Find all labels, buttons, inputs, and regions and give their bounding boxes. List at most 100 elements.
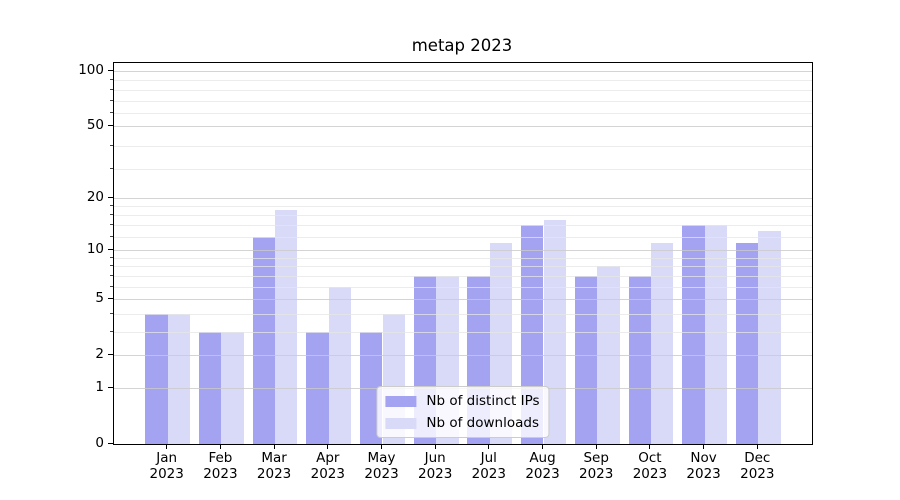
x-tick-mark — [166, 444, 168, 449]
x-tick-label-nov: Nov 2023 — [674, 450, 734, 482]
legend-swatch-downloads — [385, 417, 417, 429]
x-tick-label-mar: Mar 2023 — [244, 450, 304, 482]
x-tick-label-sep: Sep 2023 — [566, 450, 626, 482]
x-tick-month: Jan — [156, 450, 178, 466]
x-tick-label-aug: Aug 2023 — [513, 450, 573, 482]
y-tick-label-10: 10 — [86, 241, 104, 258]
x-tick-month: Feb — [208, 450, 233, 466]
y-tick-label-50: 50 — [86, 117, 104, 134]
gridline-minor — [114, 257, 812, 259]
gridline-minor — [114, 113, 812, 115]
gridline-minor — [114, 206, 812, 207]
gridline-minor — [114, 332, 812, 333]
x-tick-month: Mar — [261, 450, 287, 466]
x-tick-label-dec: Dec 2023 — [727, 450, 787, 482]
x-tick-month: Apr — [316, 450, 340, 466]
legend-item-downloads: Nb of downloads — [385, 415, 539, 431]
gridline-minor — [114, 286, 812, 288]
grid-layer — [114, 63, 812, 444]
x-tick-month: Jun — [424, 450, 446, 466]
gridline-minor — [114, 89, 812, 91]
y-minor-tick-mark — [110, 235, 113, 237]
y-tick-label-0: 0 — [95, 435, 104, 451]
x-tick-mark — [327, 444, 329, 449]
x-tick-mark — [273, 444, 275, 449]
y-tick-mark — [108, 196, 113, 198]
x-tick-label-oct: Oct 2023 — [620, 450, 680, 482]
gridline-major — [114, 197, 812, 199]
bar-downloads-jan — [167, 313, 191, 444]
bar-downloads-apr — [328, 286, 352, 444]
y-minor-tick-mark — [110, 331, 113, 332]
x-tick-mark — [703, 444, 705, 449]
gridline-minor — [114, 215, 812, 216]
x-tick-year: 2023 — [310, 465, 345, 482]
y-tick-label-5: 5 — [95, 290, 104, 307]
y-tick-mark — [108, 125, 113, 127]
y-minor-tick-mark — [110, 274, 113, 276]
x-tick-year: 2023 — [471, 465, 506, 482]
gridline-minor — [114, 275, 812, 277]
y-minor-tick-mark — [110, 285, 113, 287]
gridline-minor — [114, 266, 812, 268]
x-tick-month: Oct — [638, 450, 662, 466]
gridline-major — [114, 250, 812, 252]
gridline-minor — [114, 313, 812, 315]
y-tick-mark — [108, 70, 113, 71]
bar-ips-jan — [145, 313, 168, 444]
y-minor-tick-mark — [110, 88, 113, 90]
x-tick-label-apr: Apr 2023 — [298, 450, 358, 482]
x-tick-year: 2023 — [256, 465, 292, 482]
x-tick-label-may: May 2023 — [352, 450, 412, 482]
bar-ips-sep — [574, 275, 598, 444]
y-minor-tick-mark — [110, 265, 113, 267]
gridline-major — [114, 299, 812, 301]
gridline-minor — [114, 169, 812, 171]
gridline-minor — [114, 80, 812, 82]
bar-downloads-mar — [275, 210, 298, 444]
gridline-minor — [114, 225, 812, 227]
bar-downloads-oct — [650, 243, 674, 444]
y-minor-tick-mark — [110, 312, 113, 314]
x-tick-mark — [219, 444, 221, 449]
legend-swatch-ips — [385, 395, 417, 407]
x-tick-label-jun: Jun 2023 — [405, 450, 465, 482]
gridline-major — [114, 126, 812, 128]
gridline-minor — [114, 100, 812, 102]
x-tick-month: Sep — [583, 450, 609, 466]
x-tick-mark — [649, 444, 651, 449]
x-tick-year: 2023 — [740, 465, 775, 482]
x-tick-year: 2023 — [418, 465, 453, 482]
x-tick-mark — [595, 444, 597, 449]
x-tick-mark — [434, 444, 436, 449]
bar-downloads-dec — [758, 230, 781, 444]
x-tick-label-jul: Jul 2023 — [459, 450, 519, 482]
x-tick-year: 2023 — [149, 465, 184, 482]
chart-title: metap 2023 — [411, 36, 513, 55]
legend-label-downloads: Nb of downloads — [426, 415, 539, 431]
x-tick-label-jan: Jan 2023 — [137, 450, 197, 482]
y-minor-tick-mark — [110, 168, 113, 170]
x-tick-year: 2023 — [579, 465, 614, 482]
y-minor-tick-mark — [110, 214, 113, 215]
y-minor-tick-mark — [110, 99, 113, 101]
y-minor-tick-mark — [110, 205, 113, 206]
y-tick-mark — [108, 249, 113, 251]
gridline-major — [114, 71, 812, 72]
y-tick-label-20: 20 — [86, 188, 104, 205]
x-tick-year: 2023 — [686, 465, 721, 482]
x-tick-mark — [381, 444, 382, 449]
bar-ips-dec — [735, 243, 759, 444]
y-tick-label-1: 1 — [95, 379, 104, 395]
x-tick-mark — [488, 444, 490, 449]
x-tick-month: May — [367, 450, 396, 466]
x-tick-year: 2023 — [632, 465, 668, 482]
y-minor-tick-mark — [110, 112, 113, 114]
legend: Nb of distinct IPs Nb of downloads — [376, 386, 550, 438]
gridline-minor — [114, 236, 812, 238]
gridline-minor — [114, 145, 812, 147]
x-tick-month: Dec — [744, 450, 771, 466]
bar-ips-oct — [628, 275, 651, 444]
y-tick-mark — [108, 443, 113, 444]
